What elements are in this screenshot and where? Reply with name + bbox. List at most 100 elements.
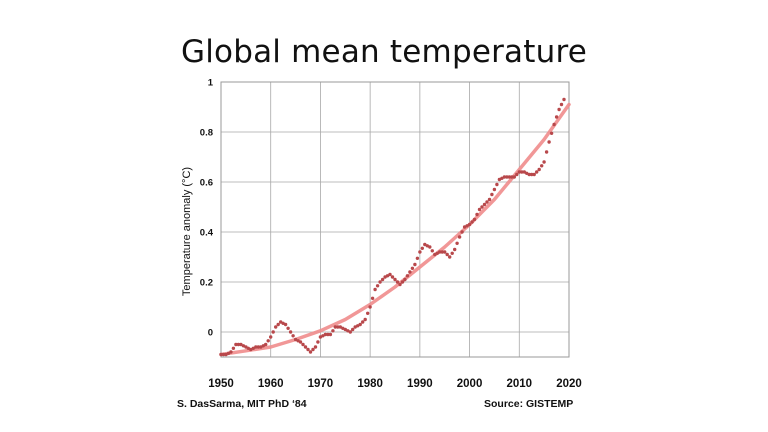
- data-point-connector: [445, 252, 449, 257]
- data-point-connector: [236, 342, 241, 347]
- data-point-connector: [266, 339, 270, 343]
- data-point: [363, 317, 367, 322]
- data-point: [457, 235, 462, 239]
- data-point: [487, 197, 492, 202]
- data-point: [358, 322, 362, 327]
- data-point: [552, 122, 556, 127]
- data-point: [388, 272, 392, 277]
- data-point: [443, 250, 447, 254]
- data-point: [343, 327, 347, 332]
- data-point-connector: [361, 320, 365, 324]
- data-point-connector: [251, 346, 255, 350]
- data-point: [403, 277, 407, 282]
- data-point: [477, 207, 482, 212]
- data-point-connector: [535, 170, 539, 174]
- data-point: [333, 325, 337, 329]
- data-point: [547, 140, 551, 144]
- data-point: [283, 322, 288, 327]
- data-source: Source: GISTEMP: [484, 398, 574, 410]
- data-point: [313, 345, 318, 349]
- data-point: [378, 280, 382, 284]
- data-point-connector: [231, 346, 236, 350]
- x-tick-label: 2010: [506, 378, 532, 390]
- y-tick-label: 1: [208, 78, 214, 89]
- data-point-connector: [331, 329, 335, 333]
- data-point-connector: [485, 200, 489, 204]
- data-point-connector: [221, 352, 226, 357]
- data-point-connector: [370, 296, 375, 300]
- author-credit: S. DasSarma, MIT PhD ‘84: [177, 398, 307, 410]
- series-layer: [219, 97, 571, 357]
- data-point: [229, 350, 233, 354]
- data-point: [467, 222, 472, 227]
- x-tick-label: 1970: [308, 378, 334, 390]
- data-point-connector: [306, 347, 310, 352]
- data-point: [413, 262, 417, 267]
- data-point: [492, 187, 497, 192]
- data-point: [438, 250, 442, 254]
- data-point-connector: [554, 115, 559, 119]
- data-point-connector: [375, 284, 380, 288]
- data-point-connector: [276, 322, 280, 327]
- data-point-connector: [291, 334, 295, 338]
- data-point-connector: [510, 175, 514, 179]
- y-tick-label: 0.6: [200, 178, 213, 189]
- data-point-connector: [366, 311, 370, 315]
- data-point: [293, 337, 298, 342]
- data-point: [274, 325, 278, 329]
- x-tick-label: 1960: [258, 378, 284, 390]
- data-point-connector: [500, 176, 504, 180]
- data-point-connector: [420, 246, 424, 250]
- data-point: [537, 167, 541, 172]
- data-point: [298, 340, 303, 344]
- data-point-connector: [286, 326, 290, 330]
- data-point-connector: [351, 327, 355, 332]
- data-point: [303, 345, 308, 349]
- data-point-connector: [490, 192, 494, 197]
- data-point: [348, 330, 352, 334]
- data-point-connector: [390, 275, 395, 279]
- data-point: [219, 352, 223, 357]
- data-point-connector: [316, 340, 320, 344]
- data-point-connector: [400, 280, 405, 284]
- data-point: [308, 350, 313, 354]
- data-point-connector: [271, 330, 275, 334]
- data-point: [542, 160, 546, 164]
- data-point-connector: [430, 249, 434, 253]
- data-point-connector: [465, 224, 469, 228]
- data-point: [234, 342, 238, 347]
- data-point-connector: [520, 170, 524, 174]
- data-point-connector: [356, 324, 360, 328]
- data-point-connector: [405, 274, 410, 278]
- data-point: [423, 242, 427, 247]
- data-point-connector: [450, 251, 454, 255]
- data-point: [517, 170, 521, 174]
- data-point-connector: [321, 334, 325, 338]
- x-tick-label: 2000: [457, 378, 483, 390]
- data-point: [482, 202, 487, 207]
- x-tick-label: 1950: [208, 378, 234, 390]
- data-point-connector: [385, 274, 390, 278]
- data-point: [393, 277, 397, 282]
- data-point: [562, 97, 566, 102]
- data-point-connector: [256, 345, 260, 349]
- data-point-connector: [311, 347, 315, 352]
- data-point-connector: [380, 277, 385, 282]
- data-point: [288, 330, 293, 334]
- chart-title: Global mean temperature: [181, 34, 587, 70]
- data-point-connector: [530, 172, 534, 177]
- data-point-connector: [540, 164, 544, 168]
- data-point: [338, 325, 342, 329]
- y-axis-label: Temperature anomaly (°C): [181, 167, 193, 296]
- data-point-connector: [440, 250, 444, 254]
- data-point-connector: [410, 266, 415, 270]
- data-point: [557, 107, 561, 112]
- grid: [220, 81, 570, 357]
- data-point-connector: [480, 205, 484, 209]
- plot-frame: [220, 81, 570, 358]
- y-tick-label: 0: [208, 328, 213, 339]
- data-point: [328, 332, 333, 337]
- data-point: [239, 342, 243, 347]
- x-tick-label: 1990: [407, 378, 433, 390]
